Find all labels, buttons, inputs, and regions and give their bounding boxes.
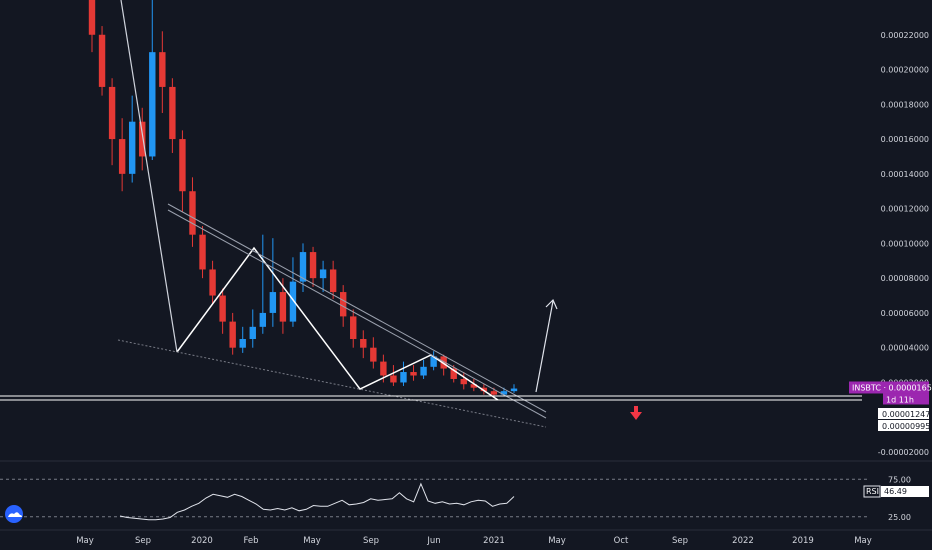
candle (440, 354, 447, 376)
x-tick-label: Sep (363, 536, 379, 546)
x-tick-label: May (76, 536, 94, 546)
x-tick-label: 2019 (792, 536, 814, 546)
x-tick-label: 2020 (191, 536, 213, 546)
downtrend-line[interactable] (120, 0, 178, 353)
y-tick-label: 0.00018000 (881, 100, 929, 109)
rsi-tick-label: 75.00 (888, 475, 911, 484)
candle (219, 288, 226, 334)
y-tick-label: -0.00002000 (878, 448, 929, 457)
candle (360, 330, 367, 359)
candle (108, 78, 116, 166)
rsi-name-box (863, 485, 881, 498)
candle (390, 365, 397, 386)
x-tick-label: 2022 (732, 536, 754, 546)
wedge-upper-line[interactable] (167, 203, 547, 413)
candle (118, 118, 126, 192)
candle (319, 260, 327, 293)
candle (229, 312, 236, 355)
x-tick-label: 2021 (483, 536, 505, 546)
candle (410, 365, 417, 381)
candle (309, 246, 317, 287)
wedge-lower-line[interactable] (117, 339, 547, 428)
candle (269, 238, 277, 327)
candle (480, 384, 488, 395)
drawings (0, 0, 862, 428)
candle (98, 26, 106, 96)
y-tick-label: 0.00020000 (881, 66, 929, 75)
price-tags: INSBTC · 0.00001653 1d 11h 0.00001247 0.000… (849, 381, 932, 431)
candle (139, 107, 146, 171)
candle (329, 260, 337, 300)
rsi-value-tag (881, 486, 929, 497)
y-tick-label: 0.00016000 (881, 135, 929, 144)
rsi-pane: 75.00 25.00 RSI 46.49 (0, 475, 929, 522)
candle (400, 361, 407, 386)
x-tick-label: Sep (672, 536, 688, 546)
x-tick-label: May (548, 536, 566, 546)
y-tick-label: 0.00012000 (881, 205, 929, 214)
candle (159, 31, 166, 113)
candle (199, 226, 206, 279)
price-tag (878, 408, 929, 419)
candle (189, 177, 196, 247)
y-tick-label: 0.00004000 (881, 344, 929, 353)
candle (350, 309, 357, 348)
candle (450, 365, 457, 383)
candle (239, 326, 246, 353)
x-tick-label: Oct (614, 536, 629, 546)
grid (0, 460, 932, 531)
candle (249, 309, 256, 348)
x-tick-label: May (854, 536, 872, 546)
candle (420, 359, 427, 379)
last-price-tag (849, 381, 929, 394)
rsi-value: 46.49 (884, 487, 907, 496)
candle (259, 234, 267, 334)
candle (169, 78, 176, 153)
price-tag-value: 0.00001247 (882, 410, 930, 419)
price-tag (878, 420, 929, 431)
candle (510, 384, 518, 393)
x-tick-label: May (303, 536, 321, 546)
candles (88, 0, 518, 399)
candle (460, 372, 467, 390)
y-tick-label: 0.00014000 (881, 170, 929, 179)
up-arrow[interactable] (535, 300, 554, 393)
candle (88, 0, 96, 53)
rsi-tick-label: 25.00 (888, 513, 911, 522)
zigzag-pattern[interactable] (176, 246, 499, 401)
x-axis: Feb Jun Oct 2019 May Sep 2020 May Sep 2021 May Sep 2… (76, 536, 872, 546)
y-tick-label: 0.00006000 (881, 309, 929, 318)
price-tag-value: 0.00000995 (882, 422, 930, 431)
x-tick-label: Feb (243, 536, 258, 546)
interval-badge-label: 1d 11h (886, 395, 914, 404)
candle (179, 130, 186, 213)
y-tick-label: 0.00008000 (881, 274, 929, 283)
tradingview-logo-icon (5, 505, 23, 523)
candle (430, 351, 437, 371)
y-tick-label: 0.00010000 (881, 239, 929, 248)
candle (209, 260, 216, 305)
candle (289, 257, 297, 327)
rsi-line (119, 482, 515, 521)
x-tick-label: Sep (135, 536, 151, 546)
down-arrow-icon[interactable] (630, 406, 642, 420)
candle (149, 0, 156, 160)
y-tick-label: 0.00022000 (881, 31, 929, 40)
candle (370, 337, 377, 369)
candle (470, 378, 478, 392)
rsi-name: RSI (866, 487, 879, 496)
interval-badge (883, 393, 929, 405)
candle (128, 95, 136, 183)
x-tick-label: Jun (426, 536, 440, 546)
price-tag-label: INSBTC · 0.00001653 (852, 383, 932, 392)
